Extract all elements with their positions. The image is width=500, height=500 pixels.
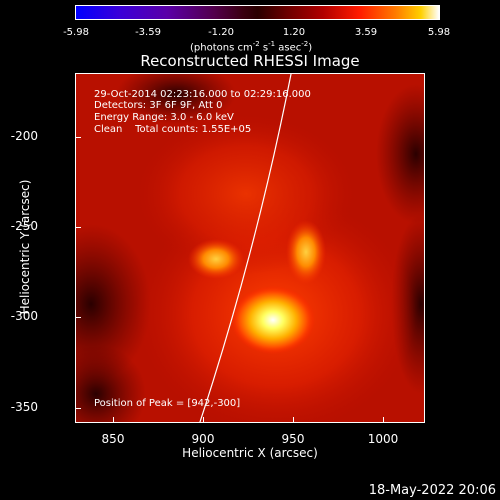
- timestamp: 18-May-2022 20:06: [368, 483, 496, 498]
- y-tick-mark: [75, 137, 81, 138]
- colorbar-tick-label: 3.59: [354, 27, 378, 38]
- y-tick-mark: [75, 408, 81, 409]
- rhessi-image: 29-Oct-2014 02:23:16.000 to 02:29:16.000…: [75, 73, 425, 423]
- peak-source: [231, 286, 315, 354]
- x-tick-mark: [203, 417, 204, 423]
- x-tick-label: 950: [281, 432, 305, 446]
- y-tick-label: -200: [10, 129, 38, 143]
- y-tick-label: -350: [10, 400, 38, 414]
- image-title: Reconstructed RHESSI Image: [140, 52, 360, 70]
- y-tick-label: -250: [10, 219, 38, 233]
- dark-region: [116, 74, 236, 124]
- image-canvas: [76, 74, 424, 422]
- x-tick-mark: [293, 417, 294, 423]
- source-west: [188, 239, 244, 279]
- y-tick-mark: [75, 317, 81, 318]
- x-tick-label: 1000: [367, 432, 399, 446]
- dark-region: [76, 224, 151, 384]
- clean-counts: Clean Total counts: 1.55E+05: [94, 124, 252, 135]
- x-tick-mark: [113, 417, 114, 423]
- colorbar-tick-label: -1.20: [208, 27, 234, 38]
- detectors-info: Detectors: 3F 6F 9F, Att 0: [94, 100, 223, 111]
- y-axis-label: Heliocentric Y (arcsec): [18, 179, 32, 315]
- colorbar-tick-label: -5.98: [63, 27, 89, 38]
- source-north: [286, 220, 326, 284]
- colorbar: [75, 5, 440, 20]
- colorbar-tick-label: 1.20: [282, 27, 306, 38]
- colorbar-tick-label: 5.98: [427, 27, 451, 38]
- x-tick-label: 900: [191, 432, 215, 446]
- peak-position: Position of Peak = [942,-300]: [94, 398, 241, 409]
- colorbar-tick-label: -3.59: [135, 27, 161, 38]
- colorbar-units: (photons cm-2 s-1 asec-2): [190, 40, 313, 54]
- x-axis-label: Heliocentric X (arcsec): [182, 446, 318, 460]
- energy-range: Energy Range: 3.0 - 6.0 keV: [94, 112, 234, 123]
- y-tick-mark: [75, 227, 81, 228]
- y-tick-label: -300: [10, 309, 38, 323]
- x-tick-mark: [383, 417, 384, 423]
- solar-limb-line: [199, 74, 292, 422]
- dark-region: [76, 344, 146, 422]
- time-range: 29-Oct-2014 02:23:16.000 to 02:29:16.000: [94, 89, 311, 100]
- x-tick-label: 850: [101, 432, 125, 446]
- dark-region: [376, 84, 424, 224]
